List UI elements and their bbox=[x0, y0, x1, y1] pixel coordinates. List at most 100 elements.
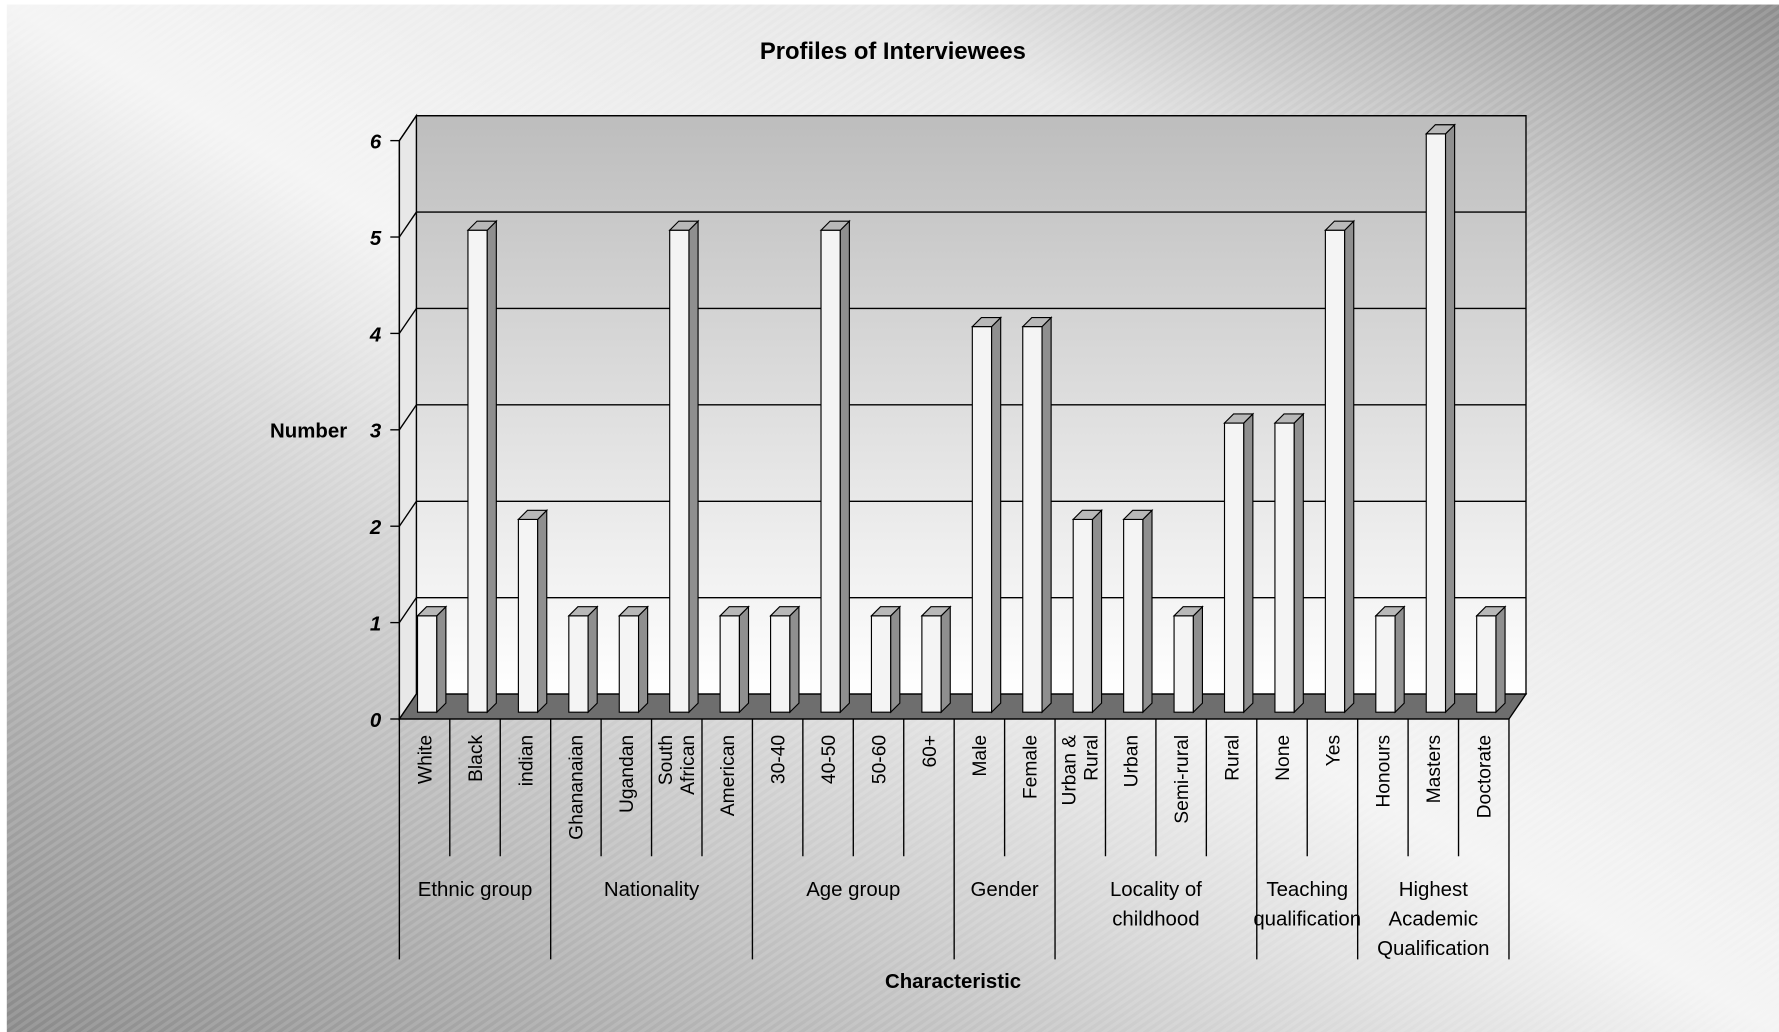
grid-line bbox=[398, 115, 417, 142]
bar-top bbox=[870, 606, 902, 617]
x-tick-label: 30-40 bbox=[768, 735, 789, 784]
bar-side bbox=[486, 219, 497, 714]
x-tick-label: Male bbox=[970, 735, 991, 777]
y-tick-label: 1 bbox=[370, 614, 381, 636]
bar-top bbox=[668, 220, 700, 231]
group-label: Ethnic group bbox=[418, 879, 533, 901]
bar-front bbox=[1375, 615, 1396, 713]
bar-top bbox=[517, 509, 549, 520]
bar bbox=[1021, 316, 1053, 714]
x-tick-label: Semi-rural bbox=[1172, 735, 1193, 824]
x-tick-label: Black bbox=[466, 735, 487, 782]
bar bbox=[517, 508, 549, 714]
bar-side bbox=[537, 508, 548, 714]
bar-side bbox=[1444, 123, 1456, 714]
bar-front bbox=[568, 615, 589, 713]
grid-line bbox=[398, 404, 417, 431]
bar-top bbox=[718, 606, 750, 617]
x-tick-label: 40-50 bbox=[819, 735, 840, 784]
y-tick-label: 2 bbox=[369, 517, 382, 539]
y-tick-label: 3 bbox=[370, 421, 382, 443]
bar bbox=[1475, 605, 1507, 714]
bar-top bbox=[567, 606, 599, 617]
bar bbox=[769, 605, 801, 714]
bar-top bbox=[1424, 124, 1456, 135]
x-tick-label: Yes bbox=[1323, 735, 1344, 766]
bar-top bbox=[1273, 413, 1305, 424]
bar bbox=[970, 316, 1003, 714]
bar-top bbox=[1122, 509, 1154, 520]
y-tick-label: 4 bbox=[369, 324, 381, 346]
x-tick-label: Honours bbox=[1374, 735, 1395, 808]
bar-front bbox=[467, 229, 488, 713]
bar-top bbox=[769, 606, 801, 617]
bar-front bbox=[1274, 422, 1295, 713]
bar-side bbox=[637, 605, 649, 714]
bar-front bbox=[517, 518, 539, 713]
x-tick-label: American bbox=[718, 735, 739, 816]
bar-front bbox=[1123, 518, 1144, 713]
bar-top bbox=[819, 220, 851, 231]
bar bbox=[1273, 412, 1305, 714]
y-tick-label: 5 bbox=[370, 228, 382, 250]
x-tick-label: Masters bbox=[1424, 735, 1445, 804]
bar bbox=[567, 605, 599, 714]
bar-side bbox=[738, 605, 750, 714]
bar-front bbox=[770, 615, 791, 713]
bar bbox=[718, 605, 750, 714]
bar bbox=[617, 605, 650, 714]
bar-side bbox=[789, 605, 800, 714]
y-tick-label: 0 bbox=[370, 710, 382, 732]
grid-line bbox=[398, 211, 417, 238]
bar-side bbox=[839, 219, 850, 714]
bar-side bbox=[991, 316, 1002, 714]
bar-side bbox=[890, 605, 901, 714]
x-tick-label: 50-60 bbox=[869, 735, 890, 784]
bar-front bbox=[1223, 422, 1245, 713]
bar-front bbox=[669, 229, 690, 713]
chart-title: Profiles of Interviewees bbox=[760, 38, 1026, 65]
y-axis-label: Number bbox=[270, 421, 347, 443]
bar-side bbox=[1495, 605, 1506, 714]
bar-top bbox=[1223, 413, 1255, 424]
bar-top bbox=[1324, 220, 1356, 231]
bar-side bbox=[1091, 508, 1103, 714]
bar bbox=[1172, 605, 1204, 714]
bar bbox=[668, 219, 700, 714]
bar-side bbox=[1293, 412, 1304, 714]
bar-top bbox=[970, 316, 1003, 328]
x-tick-label: indian bbox=[516, 735, 537, 786]
x-tick-label: Urban &Rural bbox=[1060, 735, 1103, 806]
bar-front bbox=[870, 615, 892, 713]
bar-side bbox=[1344, 219, 1355, 714]
x-tick-label: Urban bbox=[1122, 735, 1143, 787]
group-label: Teaching qualification bbox=[1253, 879, 1361, 930]
bar-front bbox=[921, 615, 942, 713]
bar bbox=[1374, 605, 1406, 714]
y-tick-label: 6 bbox=[370, 132, 382, 154]
group-label: Locality of childhood bbox=[1110, 879, 1202, 930]
bar-top bbox=[1071, 509, 1103, 520]
bar-side bbox=[688, 219, 699, 714]
grid-line bbox=[398, 500, 417, 527]
x-axis-label: Characteristic bbox=[885, 971, 1021, 993]
bar bbox=[1223, 412, 1255, 714]
x-tick-label: Female bbox=[1021, 735, 1042, 799]
bar-top bbox=[1374, 606, 1406, 617]
bar-top bbox=[1172, 606, 1204, 617]
bar bbox=[819, 219, 851, 714]
bar-side bbox=[1192, 605, 1204, 714]
bar-front bbox=[1022, 326, 1043, 713]
bar-front bbox=[971, 326, 993, 713]
bar bbox=[870, 605, 902, 714]
x-tick-label: Ugandan bbox=[617, 735, 638, 813]
bar-front bbox=[416, 615, 438, 713]
grid-line bbox=[398, 597, 417, 623]
bar bbox=[1324, 219, 1356, 714]
group-label: Highest Academic Qualification bbox=[1377, 879, 1489, 960]
bar-front bbox=[618, 615, 640, 713]
x-tick-label: White bbox=[415, 735, 436, 784]
bar-front bbox=[1425, 133, 1447, 713]
x-tick-label: Ghananaian bbox=[567, 735, 588, 840]
